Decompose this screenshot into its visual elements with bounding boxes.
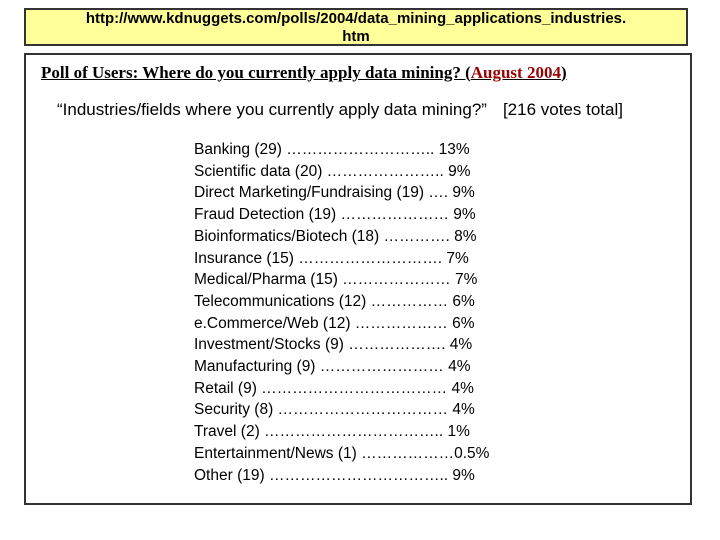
poll-panel: Poll of Users: Where do you currently ap… <box>24 53 692 505</box>
poll-title-date: August 2004 <box>470 63 561 82</box>
url-banner-line1: http://www.kdnuggets.com/polls/2004/data… <box>85 10 627 27</box>
results-list: Banking (29) ……………………….. 13% Scientific … <box>194 139 489 486</box>
list-item: e.Commerce/Web (12) ……………… 6% <box>194 314 475 332</box>
list-item: Investment/Stocks (9) ………………. 4% <box>194 336 473 354</box>
poll-title-suffix: ) <box>560 63 567 82</box>
list-item: Manufacturing (9) …………………… 4% <box>194 358 471 376</box>
list-item: Telecommunications (12) …………… 6% <box>194 292 475 310</box>
list-item: Banking (29) ……………………….. 13% <box>194 141 470 158</box>
list-item: Entertainment/News (1) ………………0.5% <box>194 444 490 462</box>
list-item: Bioinformatics/Biotech (18) …………. 8% <box>194 227 477 245</box>
list-item: Travel (2) …………………………….. 1% <box>194 423 470 441</box>
list-item: Insurance (15) ………………………. 7% <box>194 249 469 267</box>
list-item: Security (8) …………………………… 4% <box>194 401 475 419</box>
list-item: Medical/Pharma (15) ………………… 7% <box>194 271 478 289</box>
votes-total: [216 votes total] <box>502 100 623 119</box>
poll-question: “Industries/fields where you currently a… <box>57 100 487 119</box>
url-banner-line2: htm <box>342 28 370 45</box>
list-item: Retail (9) ……………………………… 4% <box>194 379 474 397</box>
list-item: Scientific data (20) ………………….. 9% <box>194 162 471 180</box>
poll-title: Poll of Users: Where do you currently ap… <box>41 63 681 83</box>
list-item: Other (19) …………………………….. 9% <box>194 466 475 484</box>
url-banner: http://www.kdnuggets.com/polls/2004/data… <box>24 8 688 46</box>
list-item: Direct Marketing/Fundraising (19) …. 9% <box>194 184 475 202</box>
poll-question-line: “Industries/fields where you currently a… <box>57 100 623 120</box>
list-item: Fraud Detection (19) ………………… 9% <box>194 206 476 224</box>
poll-title-prefix: Poll of Users: Where do you currently ap… <box>41 63 471 82</box>
